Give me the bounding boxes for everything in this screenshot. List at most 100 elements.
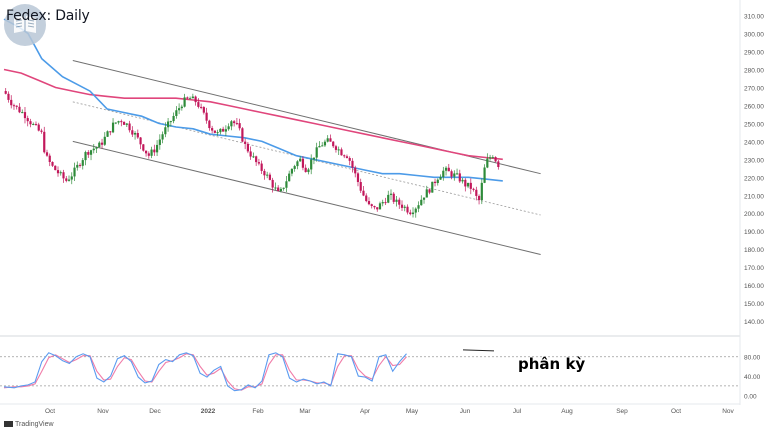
y-tick-label: 170.00 — [744, 265, 764, 272]
stoch-y-tick-label: 80.00 — [744, 355, 761, 362]
candle-down — [365, 195, 368, 202]
candle-up — [483, 167, 486, 183]
candle-down — [458, 173, 461, 182]
candle-up — [455, 173, 459, 175]
x-tick-label: Mar — [299, 408, 311, 415]
candle-up — [488, 157, 492, 159]
candle-up — [95, 147, 98, 149]
y-tick-label: 250.00 — [744, 121, 764, 128]
candle-up — [461, 179, 464, 182]
candle-down — [472, 188, 475, 190]
candle-down — [340, 149, 343, 156]
divergence-line — [462, 349, 495, 352]
candle-up — [439, 176, 442, 180]
candle-down — [34, 123, 38, 125]
candle-up — [288, 173, 291, 182]
candle-down — [244, 141, 247, 144]
candle-up — [274, 187, 277, 189]
x-tick-label: Oct — [45, 408, 55, 415]
x-tick-label: Apr — [360, 408, 371, 415]
candle-up — [172, 115, 175, 122]
candle-up — [111, 122, 115, 133]
candle-up — [290, 168, 294, 174]
y-tick-label: 240.00 — [744, 139, 764, 146]
candle-up — [73, 167, 76, 177]
candle-down — [345, 156, 349, 158]
candle-up — [106, 131, 109, 137]
candle-down — [43, 131, 46, 153]
candle-up — [155, 144, 159, 153]
candle-down — [354, 167, 357, 174]
candle-up — [491, 157, 494, 159]
candle-down — [494, 157, 497, 162]
candle-up — [32, 123, 35, 125]
candle-down — [12, 105, 16, 107]
candle-down — [233, 121, 236, 124]
candle-down — [37, 124, 40, 131]
candle-up — [293, 166, 296, 169]
candle-up — [117, 121, 120, 123]
candle-down — [332, 141, 335, 147]
candle-down — [329, 138, 332, 142]
tradingview-brand: TradingView — [4, 421, 54, 428]
candle-up — [92, 148, 95, 151]
candle-down — [398, 199, 401, 205]
candle-down — [144, 150, 148, 154]
candle-up — [378, 203, 382, 210]
candle-down — [475, 189, 478, 196]
channel-lower-line — [72, 140, 541, 256]
candle-down — [26, 118, 29, 122]
candle-down — [136, 132, 139, 138]
candle-up — [315, 147, 318, 158]
candle-down — [351, 160, 354, 168]
candle-down — [348, 157, 351, 161]
candle-down — [142, 144, 145, 151]
candle-up — [89, 150, 93, 155]
candle-up — [307, 169, 310, 173]
candle-down — [211, 128, 214, 131]
candle-up — [67, 179, 71, 181]
y-tick-label: 310.00 — [744, 14, 764, 21]
candle-down — [131, 130, 134, 135]
candle-up — [125, 123, 128, 125]
candle-down — [45, 152, 49, 156]
candle-down — [10, 99, 13, 106]
x-tick-label: Nov — [722, 408, 734, 415]
candle-down — [257, 162, 261, 164]
candle-down — [153, 149, 156, 153]
stoch-y-tick-label: 0.00 — [744, 394, 757, 401]
y-tick-label: 190.00 — [744, 229, 764, 236]
y-tick-label: 210.00 — [744, 193, 764, 200]
candle-down — [54, 165, 57, 171]
candle-down — [356, 173, 360, 183]
y-tick-label: 300.00 — [744, 32, 764, 39]
candle-up — [183, 97, 186, 107]
x-tick-label: 2022 — [201, 408, 216, 415]
candle-down — [197, 102, 200, 107]
candle-up — [425, 189, 428, 198]
candle-down — [15, 105, 18, 107]
candle-down — [376, 207, 379, 210]
candle-down — [205, 112, 208, 121]
candle-down — [464, 179, 467, 187]
candle-up — [422, 197, 426, 200]
candle-up — [337, 149, 340, 151]
candle-down — [241, 128, 244, 142]
candle-down — [48, 155, 51, 162]
candle-up — [169, 121, 172, 123]
candle-down — [23, 112, 27, 119]
candle-up — [431, 181, 434, 193]
x-tick-label: May — [406, 408, 419, 415]
candle-down — [304, 167, 307, 173]
candle-down — [384, 202, 387, 204]
footer-text: TradingView — [15, 421, 54, 428]
candle-up — [252, 156, 255, 158]
candle-up — [312, 157, 316, 160]
candle-down — [373, 206, 376, 208]
stoch-k-line — [3, 352, 407, 392]
candle-down — [249, 151, 252, 157]
candle-up — [158, 139, 161, 145]
candle-up — [310, 159, 313, 170]
candle-down — [260, 163, 263, 171]
